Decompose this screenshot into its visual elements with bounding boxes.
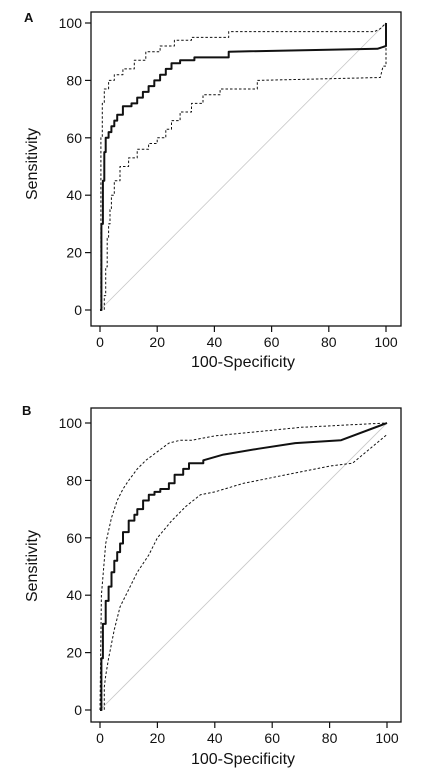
plot-frame-a [90, 11, 402, 327]
x-tick-label-a: 80 [321, 334, 337, 350]
y-tick-label-a: 20 [66, 245, 82, 261]
x-tick-label-a: 100 [374, 334, 398, 350]
panel-label-a: A [24, 10, 34, 25]
x-tick-label-b: 40 [207, 730, 223, 746]
reference-line-b [99, 422, 388, 711]
ci-upper-line-a [100, 22, 387, 311]
x-tick-label-b: 60 [264, 730, 280, 746]
y-tick-label-a: 60 [66, 130, 82, 146]
ci-lower-line-a [100, 23, 387, 311]
y-tick-label-b: 0 [74, 702, 82, 718]
y-tick-label-a: 40 [66, 187, 82, 203]
x-tick-label-a: 0 [96, 334, 104, 350]
y-tick-label-b: 60 [66, 530, 82, 546]
x-tick-label-b: 80 [322, 730, 338, 746]
roc-line-a [100, 23, 387, 311]
y-tick-label-a: 80 [66, 72, 82, 88]
ci-lower-line-b [100, 434, 388, 711]
reference-line-a [99, 22, 387, 311]
y-axis-title-b: Sensitivity [24, 530, 41, 602]
x-tick-label-b: 100 [375, 730, 399, 746]
y-tick-label-b: 40 [66, 587, 82, 603]
x-tick-label-b: 0 [96, 730, 104, 746]
x-tick-label-a: 60 [264, 334, 280, 350]
plot-frame-b [90, 407, 402, 723]
y-tick-label-b: 20 [66, 645, 82, 661]
x-axis-title-a: 100-Specificity [191, 354, 295, 371]
y-tick-label-b: 100 [59, 415, 83, 431]
y-tick-label-a: 0 [74, 302, 82, 318]
y-tick-label-b: 80 [66, 472, 82, 488]
roc-chart-panel-a: A Sensitivity 100-Specificity 0 20 40 60 80 1… [24, 10, 402, 371]
y-axis-title-a: Sensitivity [24, 128, 41, 200]
x-tick-label-a: 40 [207, 334, 223, 350]
x-tick-label-b: 20 [150, 730, 166, 746]
x-axis-title-b: 100-Specificity [191, 751, 295, 768]
y-tick-label-a: 100 [59, 15, 83, 31]
panel-label-b: B [22, 403, 31, 418]
roc-chart-panel-b: B Sensitivity 100-Specificity 0 20 40 60 80 1… [22, 403, 402, 768]
x-tick-label-a: 20 [149, 334, 165, 350]
roc-line-b [100, 422, 388, 711]
